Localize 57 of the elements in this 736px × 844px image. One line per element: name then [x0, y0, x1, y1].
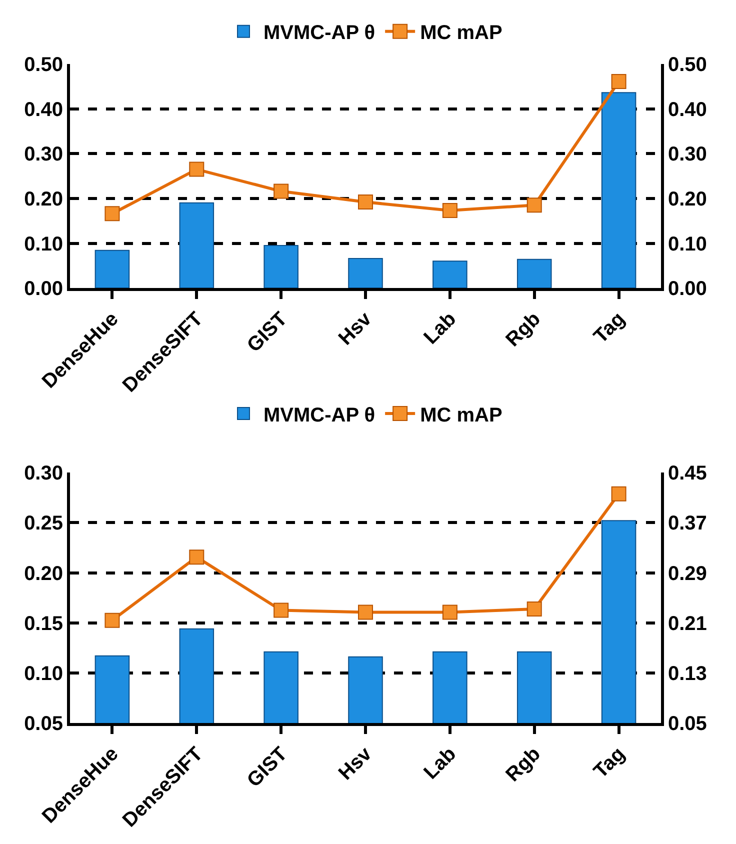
y2-tick-label: 0.21 [668, 612, 707, 635]
y-tick-label: 0.40 [24, 98, 63, 121]
y2-tick-label: 0.37 [668, 512, 707, 535]
point [274, 184, 289, 199]
x-tick-label: Rgb [502, 743, 545, 786]
bar [601, 92, 636, 288]
y2-tick-label: 0.29 [668, 562, 707, 585]
point [189, 550, 204, 565]
legend-label: MVMC-AP θ [264, 404, 376, 426]
y2-tick-label: 0.20 [668, 188, 707, 210]
x-tick-label: Lab [420, 308, 461, 349]
y2-tick-label: 0.00 [668, 278, 707, 300]
y-tick-label: 0.20 [24, 188, 63, 210]
point [358, 604, 373, 620]
y2-tick-label: 0.40 [668, 98, 707, 121]
y2-tick-label: 0.05 [668, 713, 707, 735]
x-tick-label: Hsv [334, 742, 377, 785]
point [611, 486, 626, 502]
x-tick-label: Lab [420, 743, 461, 784]
y-tick-label: 0.30 [24, 144, 63, 166]
y-tick-label: 0.25 [24, 512, 63, 535]
y-tick-label: 0.10 [24, 233, 63, 256]
point [526, 198, 542, 213]
x-tick-label: Tag [590, 743, 630, 783]
point [358, 194, 373, 210]
legend-label: MC mAP [420, 404, 502, 426]
legend-label: MC mAP [420, 22, 502, 44]
y-tick-label: 0.00 [24, 278, 63, 300]
y2-tick-label: 0.13 [668, 662, 707, 685]
point [104, 206, 120, 222]
y-tick-label: 0.15 [24, 612, 63, 635]
point [274, 602, 289, 618]
point [442, 203, 458, 218]
x-tick-label: Hsv [334, 308, 377, 350]
y-tick-label: 0.05 [24, 713, 63, 735]
y2-tick-label: 0.45 [668, 462, 707, 485]
y-tick-label: 0.20 [24, 562, 63, 585]
y2-tick-label: 0.30 [668, 144, 707, 166]
y-tick-label: 0.10 [24, 662, 63, 685]
bar [516, 258, 552, 288]
y-tick-label: 0.30 [24, 462, 63, 485]
point [442, 604, 458, 620]
bar [94, 250, 130, 288]
y2-tick-label: 0.10 [668, 233, 707, 256]
x-tick-label: Tag [590, 308, 630, 348]
y-tick-label: 0.50 [24, 54, 63, 76]
legend-label: MVMC-AP θ [264, 22, 376, 44]
point [526, 602, 542, 617]
bar [179, 202, 214, 288]
bar [264, 244, 298, 288]
x-tick-label: Rgb [502, 308, 545, 352]
point [611, 74, 626, 89]
point [104, 612, 120, 628]
bar [348, 258, 383, 288]
bar [432, 260, 468, 288]
point [189, 162, 204, 177]
y2-tick-label: 0.50 [668, 54, 707, 76]
